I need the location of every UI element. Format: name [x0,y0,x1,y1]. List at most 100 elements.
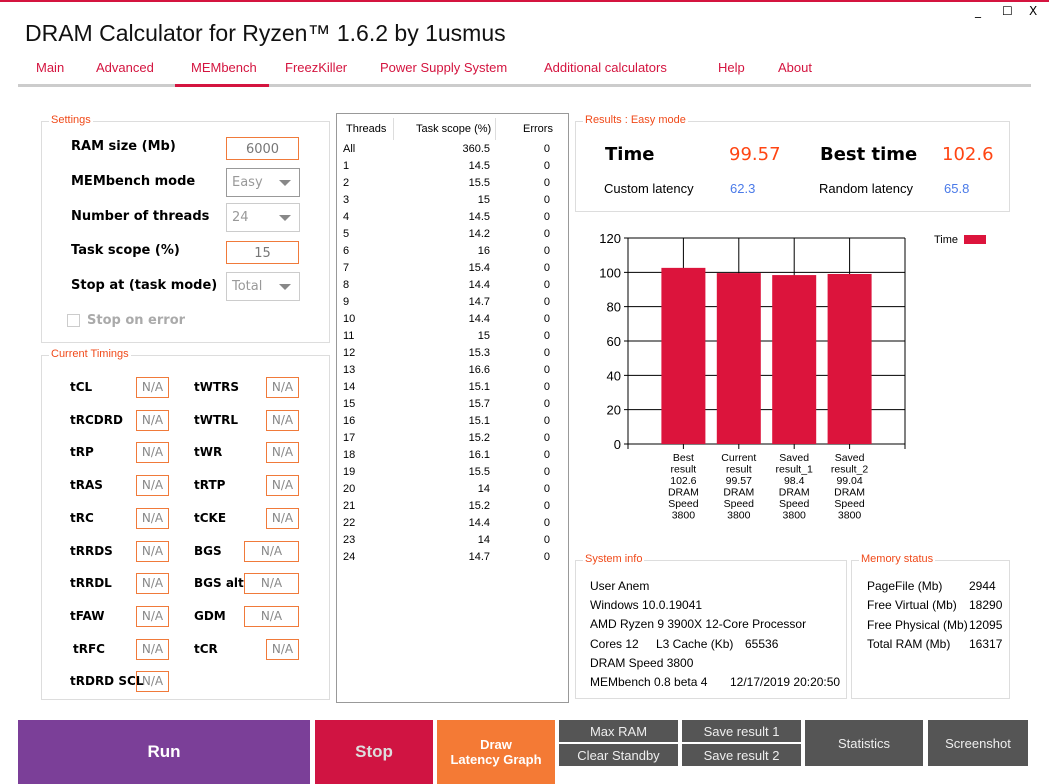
timing-value[interactable]: N/A [244,573,299,595]
timing-value[interactable]: N/A [266,377,299,398]
timing-value[interactable]: N/A [244,605,299,627]
table-row: 13 16.6 0 [337,364,568,381]
tab-active-indicator [175,84,269,87]
memory-label: PageFile (Mb) [867,579,943,593]
threads-header: Threads [346,123,387,135]
tab-membench[interactable]: MEMbench [191,60,257,75]
timing-value[interactable]: N/A [266,638,299,660]
x-tick-label: result_2 [831,464,869,476]
save-result-1-button[interactable]: Save result 1 [682,720,801,742]
statistics-button[interactable]: Statistics [805,720,923,766]
timing-value[interactable]: N/A [266,507,299,529]
timing-value[interactable]: N/A [136,507,169,529]
timing-value[interactable]: N/A [136,540,169,562]
x-tick-label: 3800 [672,510,696,522]
thread-scope: 15.2 [468,500,490,512]
membench-mode-select[interactable]: Easy [226,168,300,197]
timing-label: tRFC [73,641,105,656]
table-row: 5 14.2 0 [337,228,568,245]
thread-errors: 0 [543,313,550,325]
thread-id: 17 [343,432,356,444]
thread-id: 16 [343,415,356,427]
ram-size-input[interactable]: 6000 [226,137,299,160]
membench-version: MEMbench 0.8 beta 4 [590,675,708,689]
thread-id: 18 [343,449,356,461]
timing-value[interactable]: N/A [136,671,169,693]
thread-errors: 0 [543,517,550,529]
timing-value[interactable]: N/A [266,409,299,431]
timing-value[interactable]: N/A [136,475,169,497]
tab-freezkiller[interactable]: FreezKiller [285,60,348,75]
screenshot-button[interactable]: Screenshot [928,720,1028,766]
stop-at-value: Total [232,279,263,294]
clear-standby-button[interactable]: Clear Standby [559,744,678,766]
max-ram-button[interactable]: Max RAM [559,720,678,742]
tab-underline [18,84,1031,87]
y-tick-label: 0 [614,437,621,452]
thread-id: 20 [343,483,356,495]
timing-label: tRTP [194,478,226,493]
thread-errors: 0 [543,228,550,240]
tab-power-supply[interactable]: Power Supply System [380,60,508,75]
tab-about[interactable]: About [778,60,812,75]
tab-help[interactable]: Help [718,60,745,75]
thread-scope: 14 [477,534,490,546]
timing-value[interactable]: N/A [136,442,169,464]
random-latency-value: 65.8 [944,181,970,196]
tab-main[interactable]: Main [36,60,65,75]
timing-value[interactable]: N/A [136,409,169,431]
stop-on-error-checkbox[interactable] [67,314,80,327]
timing-value[interactable]: N/A [136,638,169,660]
thread-scope: 15.1 [468,381,490,393]
memory-label: Free Virtual (Mb) [867,598,957,613]
timing-value[interactable]: N/A [244,540,299,562]
table-row: 15 15.7 0 [337,398,568,415]
best-time-label: Best time [820,144,918,165]
timing-label: tCL [70,380,93,394]
ram-size-label: RAM size (Mb) [71,139,176,154]
timing-value[interactable]: N/A [266,475,299,497]
thread-scope: 14.5 [468,160,490,172]
tab-advanced[interactable]: Advanced [96,60,154,75]
stop-at-select[interactable]: Total [226,272,300,301]
timing-value[interactable]: N/A [136,605,169,627]
results-title: Results : Easy mode [583,114,688,126]
thread-scope: 16 [477,245,490,257]
task-scope-input[interactable]: 15 [226,241,299,264]
table-row: All 360.5 0 [337,143,568,160]
timing-label: GDM [194,608,226,623]
minimize-button[interactable]: _ [975,4,981,18]
membench-mode-value: Easy [232,175,263,190]
dram-speed: DRAM Speed 3800 [590,656,694,670]
memory-label: Total RAM (Mb) [867,636,951,651]
table-row: 7 15.4 0 [337,262,568,279]
save-result-2-button[interactable]: Save result 2 [682,744,801,766]
threads-select[interactable]: 24 [226,203,300,232]
thread-scope: 15 [477,330,490,342]
task-scope-header: Task scope (%) [416,123,492,135]
draw-latency-graph-button[interactable]: Draw Latency Graph [437,720,555,784]
table-row: 11 15 0 [337,330,568,347]
close-button[interactable]: X [1029,4,1038,18]
bar [661,267,706,444]
best-time-value: 102.6 [942,144,994,165]
run-button[interactable]: Run [18,720,310,784]
thread-scope: 15.5 [468,466,490,478]
timing-value[interactable]: N/A [136,377,169,398]
maximize-button[interactable]: ☐ [1002,4,1013,18]
random-latency-label: Random latency [819,181,913,196]
thread-id: 15 [343,398,356,410]
stop-button[interactable]: Stop [315,720,433,784]
tab-additional-calculators[interactable]: Additional calculators [544,60,667,75]
timing-value[interactable]: N/A [136,573,169,595]
timing-value[interactable]: N/A [266,442,299,464]
custom-latency-label: Custom latency [604,181,694,196]
thread-scope: 15.2 [468,432,490,444]
thread-id: 22 [343,517,356,529]
table-row: 18 16.1 0 [337,449,568,466]
thread-errors: 0 [543,143,550,155]
thread-errors: 0 [543,262,550,274]
chevron-down-icon [279,215,291,221]
thread-id: 9 [343,296,350,308]
memory-value: 18290 [969,598,1003,613]
